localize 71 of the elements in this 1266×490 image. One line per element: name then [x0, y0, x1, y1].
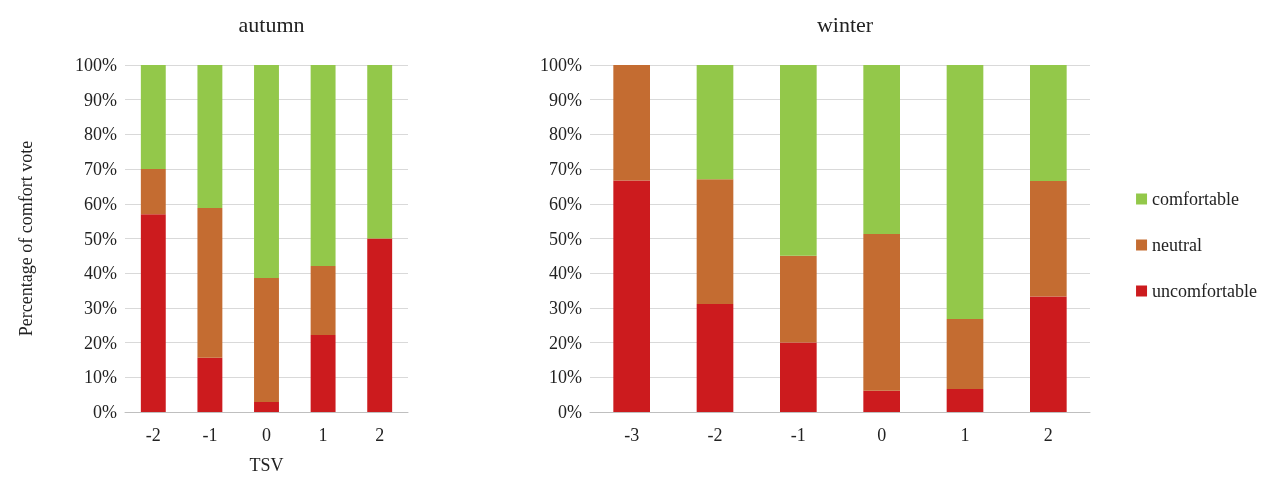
y-tick-label: 50%: [549, 228, 582, 249]
y-tick-label: 80%: [84, 124, 117, 145]
x-tick-label: -1: [790, 425, 806, 445]
bar: [197, 357, 223, 412]
bar: [140, 65, 166, 170]
bar: [780, 65, 817, 256]
y-tick-label: 0%: [558, 402, 582, 422]
bar: [613, 65, 650, 181]
x-tick-label: 2: [375, 425, 385, 445]
bar: [197, 65, 223, 208]
bar: [140, 169, 166, 215]
y-tick-label: 90%: [549, 89, 582, 110]
bar: [197, 207, 223, 358]
y-tick-label: 60%: [84, 193, 117, 214]
y-tick-label: 0%: [93, 402, 117, 422]
x-tick-label: -2: [707, 425, 723, 445]
legend-label: uncomfortable: [1152, 281, 1258, 301]
chart-title: autumn: [238, 11, 305, 37]
y-tick-label: 80%: [549, 124, 582, 145]
legend-label: comfortable: [1152, 189, 1240, 209]
bar: [696, 65, 734, 180]
chart-title: winter: [816, 11, 874, 37]
y-tick-label: 30%: [84, 297, 117, 318]
bar: [863, 390, 900, 412]
bar: [367, 65, 393, 239]
bar: [1030, 180, 1067, 297]
x-tick-label: 2: [1043, 425, 1053, 445]
y-tick-label: 90%: [84, 89, 117, 110]
bar: [254, 278, 279, 402]
bar: [780, 342, 817, 412]
y-tick-label: 70%: [549, 159, 582, 180]
bar: [946, 319, 984, 390]
bar: [863, 65, 900, 234]
y-tick-label: 100%: [540, 55, 582, 75]
y-axis-title: Percentage of comfort vote: [16, 140, 36, 337]
x-tick-label: -2: [145, 425, 161, 445]
y-tick-label: 70%: [84, 159, 117, 180]
bar: [310, 334, 336, 412]
x-tick-label: -3: [624, 425, 640, 445]
bar: [946, 65, 984, 319]
y-tick-label: 30%: [549, 297, 582, 318]
bar: [696, 179, 734, 305]
bar: [254, 65, 279, 279]
bar: [613, 180, 650, 412]
x-tick-label: 1: [960, 425, 970, 445]
bar: [1030, 65, 1067, 181]
legend-label: neutral: [1152, 235, 1203, 255]
bar: [780, 255, 817, 343]
x-tick-label: -1: [202, 425, 218, 445]
bar: [1030, 296, 1067, 412]
y-tick-label: 20%: [84, 332, 117, 353]
bar: [946, 389, 984, 412]
y-tick-label: 10%: [84, 367, 117, 388]
y-tick-label: 40%: [84, 263, 117, 284]
x-tick-label: 0: [877, 425, 887, 445]
y-tick-label: 20%: [549, 332, 582, 353]
bar: [310, 265, 336, 335]
y-tick-label: 10%: [549, 367, 582, 388]
bar: [367, 238, 393, 412]
x-axis-title: TSV: [249, 455, 284, 475]
x-tick-label: 0: [262, 425, 271, 445]
y-tick-label: 40%: [549, 263, 582, 284]
x-tick-label: 1: [318, 425, 328, 445]
bar: [696, 304, 734, 412]
bar: [140, 214, 166, 412]
bar: [863, 233, 900, 391]
bar: [254, 401, 279, 412]
y-tick-label: 60%: [549, 193, 582, 214]
y-tick-label: 100%: [75, 55, 117, 75]
bar: [310, 65, 336, 266]
y-tick-label: 50%: [84, 228, 117, 249]
